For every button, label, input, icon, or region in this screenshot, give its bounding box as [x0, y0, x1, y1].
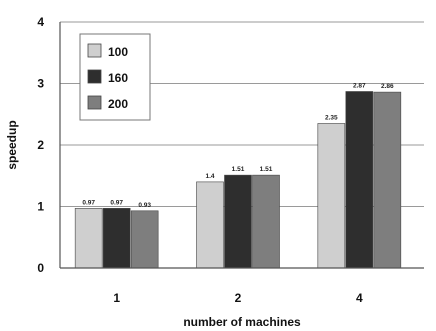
data-label: 2.35: [325, 114, 338, 121]
bar-200-machines-1: [130, 210, 159, 269]
x-tick-label: 1: [113, 291, 120, 305]
bar-160-machines-2: [224, 174, 252, 269]
bar-100-machines-4: [317, 123, 346, 269]
legend-swatch: [87, 95, 102, 110]
bar-100-machines-2: [196, 181, 224, 269]
bar-160-machines-1: [102, 208, 131, 269]
axes-group: [59, 22, 424, 269]
y-tick-label: 4: [37, 15, 44, 29]
legend-swatch: [87, 69, 102, 84]
data-label: 0.97: [110, 199, 123, 206]
y-tick-label: 1: [37, 200, 44, 214]
bar-200-machines-2: [252, 174, 280, 269]
data-labels-group: 0.97 0.97 0.93 1.4 1.51 1.51 2.35 2.87 2.86: [82, 82, 394, 208]
x-tick-label: 2: [235, 291, 242, 305]
legend-label: 160: [108, 71, 128, 85]
legend-label: 200: [108, 97, 128, 111]
y-tick-label: 3: [37, 77, 44, 91]
data-label: 1.51: [232, 166, 245, 173]
legend: 100 160 200: [79, 33, 151, 121]
y-tick-label: 0: [37, 261, 44, 275]
data-label: 2.86: [381, 83, 394, 90]
x-tick-label: 4: [356, 291, 363, 305]
x-axis-label: number of machines: [183, 315, 301, 329]
legend-label: 100: [108, 45, 128, 59]
y-tick-label: 2: [37, 138, 44, 152]
bar-160-machines-4: [345, 91, 374, 269]
data-label: 2.87: [353, 82, 366, 89]
x-tick-labels: 1 2 4: [113, 291, 363, 305]
data-label: 1.4: [205, 173, 214, 180]
data-label: 1.51: [260, 166, 273, 173]
bars-group: [74, 91, 402, 269]
data-label: 0.97: [82, 199, 95, 206]
data-label: 0.93: [138, 202, 151, 209]
y-tick-labels: 0 1 2 3 4: [37, 15, 44, 275]
legend-swatch: [87, 43, 102, 58]
bar-200-machines-4: [373, 91, 402, 269]
bar-100-machines-1: [74, 208, 103, 269]
y-axis-label: speedup: [5, 120, 19, 169]
